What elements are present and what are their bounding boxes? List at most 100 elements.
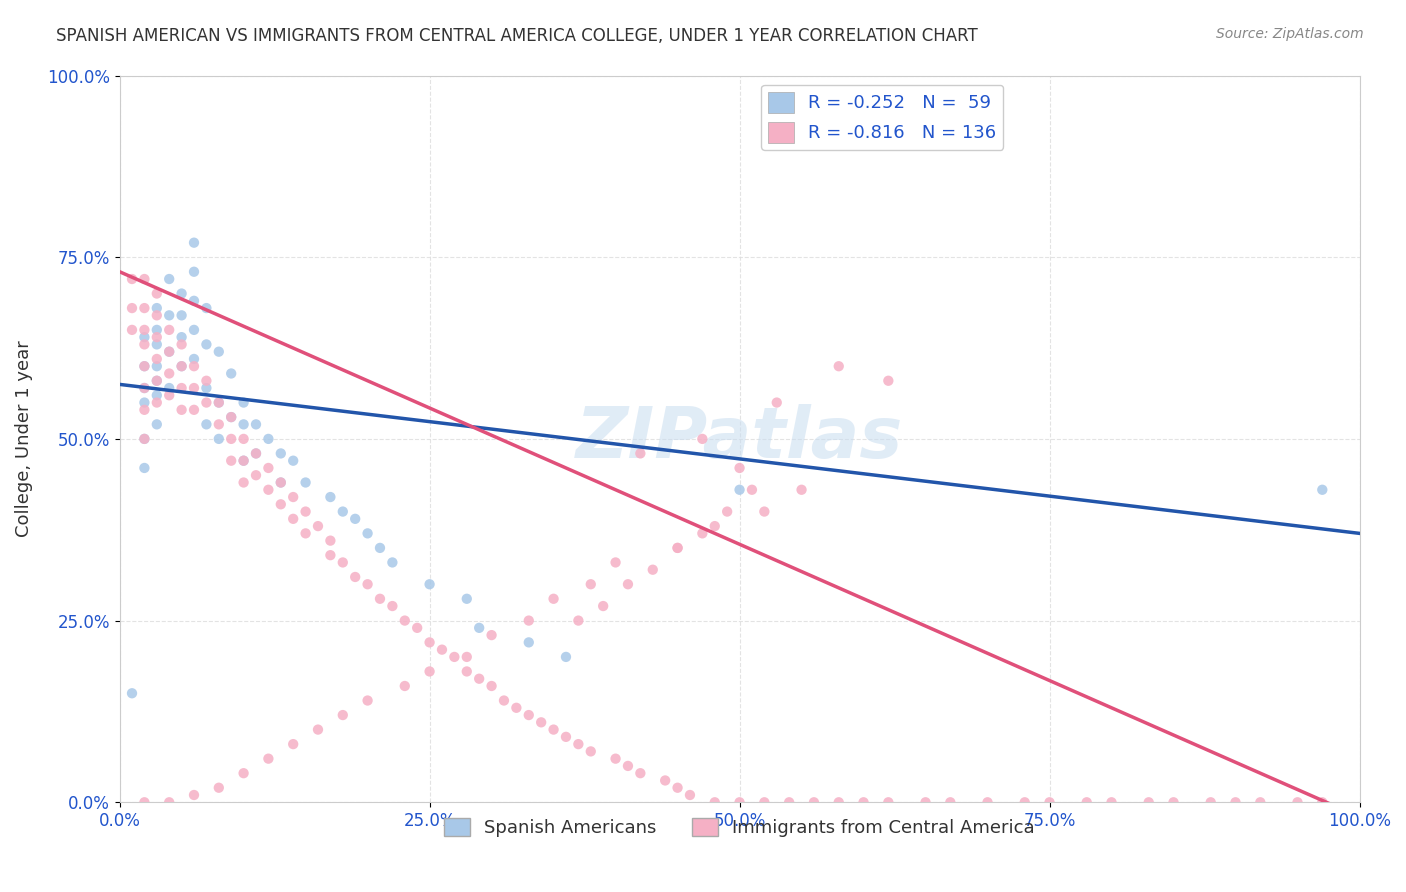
Point xyxy=(232,453,254,467)
Point xyxy=(517,614,540,628)
Point xyxy=(1101,795,1123,809)
Point xyxy=(505,700,527,714)
Point xyxy=(406,621,429,635)
Point xyxy=(134,359,156,374)
Point xyxy=(183,265,205,279)
Point xyxy=(219,453,242,467)
Point xyxy=(170,381,193,395)
Point xyxy=(134,432,156,446)
Point xyxy=(146,330,169,344)
Point xyxy=(219,367,242,381)
Point xyxy=(157,272,180,286)
Point xyxy=(828,795,851,809)
Point xyxy=(939,795,962,809)
Point xyxy=(121,323,143,337)
Point xyxy=(567,614,589,628)
Point xyxy=(443,649,465,664)
Point xyxy=(270,446,292,460)
Point xyxy=(530,715,553,730)
Point xyxy=(170,330,193,344)
Point xyxy=(146,374,169,388)
Point xyxy=(555,649,578,664)
Point xyxy=(344,512,367,526)
Point xyxy=(170,359,193,374)
Point xyxy=(666,541,689,555)
Point xyxy=(270,497,292,511)
Point xyxy=(257,483,280,497)
Point xyxy=(146,286,169,301)
Point xyxy=(641,563,664,577)
Point xyxy=(381,599,404,613)
Point xyxy=(183,235,205,250)
Point xyxy=(134,395,156,409)
Point xyxy=(121,272,143,286)
Point xyxy=(134,359,156,374)
Point xyxy=(368,591,391,606)
Point xyxy=(121,301,143,315)
Point xyxy=(245,417,267,432)
Point xyxy=(976,795,998,809)
Point xyxy=(245,468,267,483)
Legend: Spanish Americans, Immigrants from Central America: Spanish Americans, Immigrants from Centr… xyxy=(437,810,1042,844)
Point xyxy=(692,432,714,446)
Point xyxy=(778,795,800,809)
Point xyxy=(183,359,205,374)
Point xyxy=(803,795,825,809)
Point xyxy=(146,323,169,337)
Point xyxy=(716,505,738,519)
Point xyxy=(146,417,169,432)
Point xyxy=(419,635,441,649)
Point xyxy=(157,344,180,359)
Point xyxy=(245,446,267,460)
Point xyxy=(134,330,156,344)
Point xyxy=(703,795,725,809)
Point xyxy=(517,708,540,723)
Point xyxy=(394,679,416,693)
Point xyxy=(283,453,305,467)
Point xyxy=(394,614,416,628)
Point xyxy=(1310,795,1333,809)
Point xyxy=(1038,795,1060,809)
Point xyxy=(543,591,565,606)
Point xyxy=(703,519,725,533)
Point xyxy=(195,381,218,395)
Point xyxy=(170,359,193,374)
Point xyxy=(517,635,540,649)
Point xyxy=(728,461,751,475)
Point xyxy=(332,556,354,570)
Point xyxy=(208,395,231,409)
Point xyxy=(134,337,156,351)
Point xyxy=(146,359,169,374)
Text: ZIPatlas: ZIPatlas xyxy=(576,404,903,474)
Point xyxy=(344,570,367,584)
Point xyxy=(294,505,316,519)
Point xyxy=(257,432,280,446)
Point xyxy=(741,483,763,497)
Point xyxy=(852,795,875,809)
Point xyxy=(319,548,342,562)
Point xyxy=(628,446,651,460)
Point xyxy=(208,780,231,795)
Point xyxy=(170,337,193,351)
Point xyxy=(592,599,614,613)
Point xyxy=(134,461,156,475)
Point xyxy=(183,402,205,417)
Point xyxy=(332,505,354,519)
Point xyxy=(307,519,329,533)
Point xyxy=(283,490,305,504)
Point xyxy=(430,642,453,657)
Point xyxy=(232,475,254,490)
Point xyxy=(481,679,503,693)
Point xyxy=(134,795,156,809)
Point xyxy=(617,577,640,591)
Point xyxy=(468,672,491,686)
Point xyxy=(1137,795,1160,809)
Text: SPANISH AMERICAN VS IMMIGRANTS FROM CENTRAL AMERICA COLLEGE, UNDER 1 YEAR CORREL: SPANISH AMERICAN VS IMMIGRANTS FROM CENT… xyxy=(56,27,979,45)
Point xyxy=(157,367,180,381)
Point xyxy=(219,432,242,446)
Point xyxy=(456,591,478,606)
Point xyxy=(1249,795,1271,809)
Point xyxy=(219,410,242,425)
Text: Source: ZipAtlas.com: Source: ZipAtlas.com xyxy=(1216,27,1364,41)
Point xyxy=(146,395,169,409)
